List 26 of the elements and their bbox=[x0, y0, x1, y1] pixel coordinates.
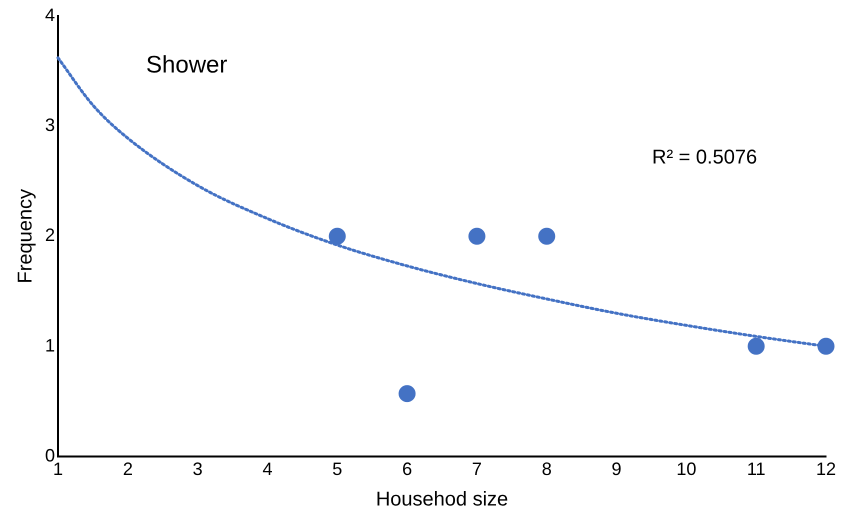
point bbox=[538, 228, 556, 245]
y-tick-label: 2 bbox=[44, 225, 56, 246]
y-tick-label: 1 bbox=[44, 335, 56, 356]
point bbox=[468, 228, 486, 245]
y-tick-label: 0 bbox=[44, 445, 56, 466]
point bbox=[748, 338, 765, 355]
text: Shower bbox=[146, 52, 228, 79]
x-tick-label: 6 bbox=[402, 459, 412, 480]
x-tick-label: 10 bbox=[676, 459, 696, 480]
x-tick-label: 2 bbox=[122, 459, 133, 480]
x-tick-label: 5 bbox=[332, 459, 342, 480]
y-tick-label: 4 bbox=[44, 4, 56, 25]
x-tick-label: 11 bbox=[746, 459, 766, 480]
point bbox=[818, 338, 834, 355]
x-tick-label: 12 bbox=[816, 459, 836, 480]
x-tick-label: 4 bbox=[262, 459, 272, 480]
point bbox=[398, 385, 416, 402]
x-axis-title: Househod size bbox=[376, 488, 508, 511]
annotation: R² = 0.5076 bbox=[652, 146, 758, 169]
x-tick-label: 7 bbox=[472, 459, 482, 480]
x-tick-label: 8 bbox=[542, 459, 552, 480]
x-tick-label: 3 bbox=[192, 459, 203, 480]
point bbox=[328, 228, 346, 245]
y-tick-label: 3 bbox=[44, 115, 56, 136]
x-tick-label: 9 bbox=[612, 459, 622, 480]
y-axis-title: Frequency bbox=[14, 188, 37, 284]
